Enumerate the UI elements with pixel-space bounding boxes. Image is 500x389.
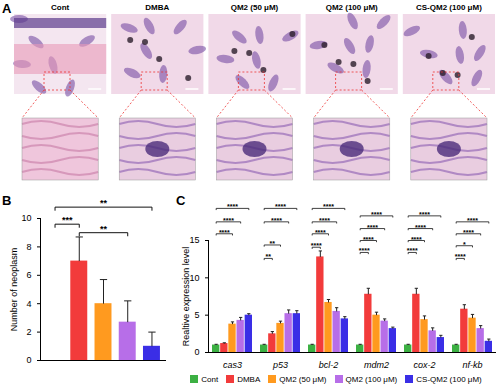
svg-text:****: ****: [363, 236, 374, 243]
svg-text:****: ****: [323, 203, 334, 210]
svg-text:****: ****: [223, 217, 234, 224]
svg-text:5: 5: [194, 310, 199, 320]
svg-text:QM2 (100 μM): QM2 (100 μM): [326, 3, 378, 12]
svg-text:****: ****: [227, 203, 238, 210]
svg-text:****: ****: [219, 229, 230, 236]
svg-text:mdm2: mdm2: [364, 360, 389, 370]
svg-text:8: 8: [26, 242, 31, 252]
svg-text:**: **: [270, 240, 276, 247]
svg-text:****: ****: [419, 211, 430, 218]
svg-text:****: ****: [467, 217, 478, 224]
svg-text:***: ***: [62, 215, 73, 225]
svg-text:**: **: [100, 224, 108, 234]
svg-text:Number of neoplasm: Number of neoplasm: [9, 248, 19, 332]
html-text:Cont: Cont: [201, 374, 219, 384]
svg-text:2: 2: [26, 327, 31, 337]
svg-text:****: ****: [275, 203, 286, 210]
svg-text:****: ****: [411, 236, 422, 243]
svg-text:6: 6: [26, 270, 31, 280]
html-text:C: C: [176, 193, 186, 208]
svg-text:****: ****: [463, 229, 474, 236]
svg-text:****: ****: [315, 229, 326, 236]
svg-text:****: ****: [407, 247, 418, 254]
html-text:CS-QM2 (100 μM): CS-QM2 (100 μM): [416, 374, 482, 384]
svg-text:10: 10: [21, 213, 31, 223]
svg-text:4: 4: [26, 299, 31, 309]
svg-text:****: ****: [455, 253, 466, 260]
svg-text:p53: p53: [272, 360, 288, 370]
html-text:QM2 (100 μM): QM2 (100 μM): [345, 374, 398, 384]
svg-text:QM2 (50 μM): QM2 (50 μM): [231, 3, 279, 12]
svg-text:****: ****: [311, 242, 322, 249]
svg-text:Cont: Cont: [51, 3, 70, 12]
svg-text:Realtive expression level: Realtive expression level: [181, 247, 191, 347]
svg-text:CS-QM2 (100 μM): CS-QM2 (100 μM): [416, 3, 482, 12]
svg-text:**: **: [100, 198, 108, 208]
svg-text:**: **: [266, 253, 272, 260]
svg-text:0: 0: [194, 347, 199, 357]
svg-text:cas3: cas3: [223, 360, 242, 370]
svg-text:bcl-2: bcl-2: [319, 360, 339, 370]
svg-text:****: ****: [367, 224, 378, 231]
svg-text:0: 0: [26, 355, 31, 365]
svg-text:10: 10: [189, 273, 199, 283]
svg-text:****: ****: [359, 247, 370, 254]
svg-text:****: ****: [271, 217, 282, 224]
svg-text:****: ****: [371, 211, 382, 218]
svg-text:*: *: [463, 241, 466, 248]
svg-text:nf-kb: nf-kb: [462, 360, 482, 370]
svg-text:****: ****: [319, 217, 330, 224]
html-text:A: A: [2, 1, 12, 16]
svg-text:DMBA: DMBA: [145, 3, 169, 12]
svg-text:15: 15: [189, 235, 199, 245]
html-text:DMBA: DMBA: [237, 374, 261, 384]
svg-text:****: ****: [415, 224, 426, 231]
html-text:QM2 (50 μM): QM2 (50 μM): [279, 374, 327, 384]
svg-text:cox-2: cox-2: [413, 360, 435, 370]
html-text:B: B: [2, 193, 12, 208]
